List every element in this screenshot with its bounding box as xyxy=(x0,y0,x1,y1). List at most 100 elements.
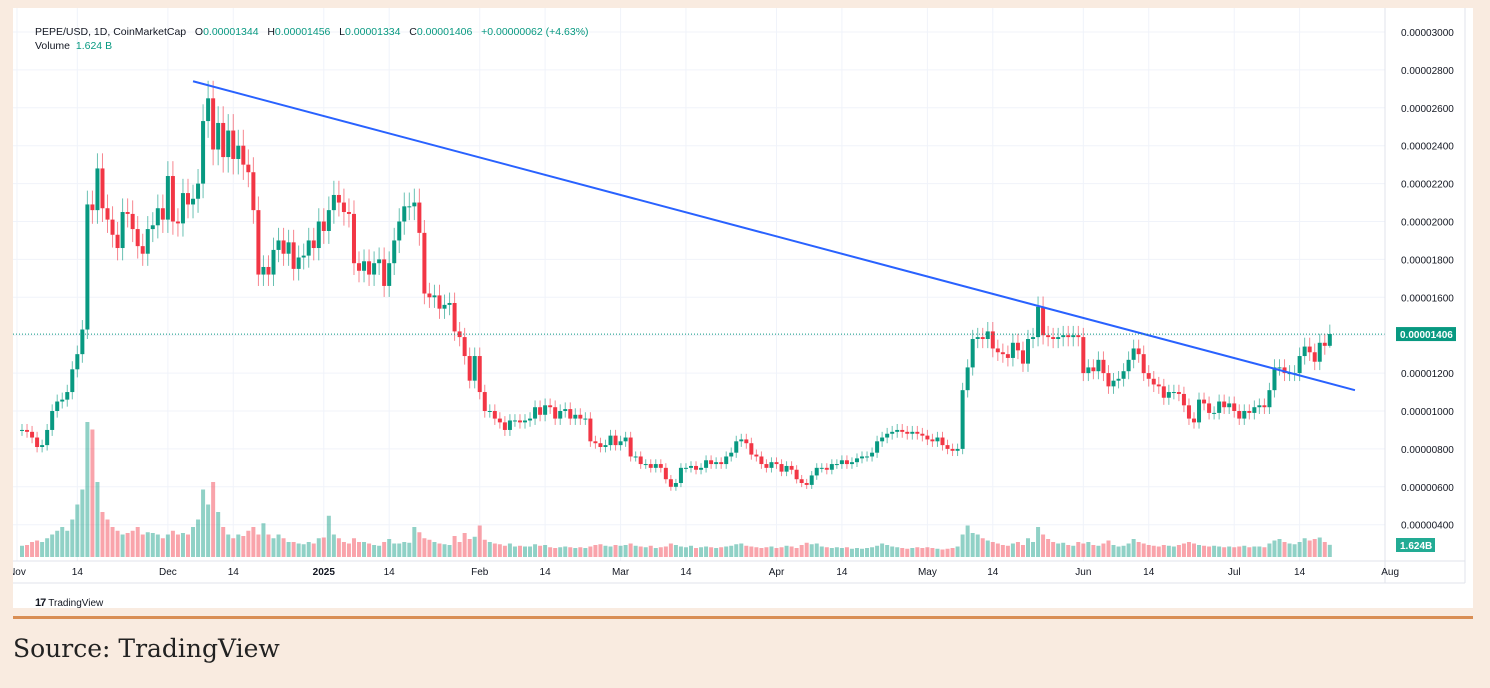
volume-bar xyxy=(65,530,70,557)
volume-bar xyxy=(281,538,286,557)
candle xyxy=(311,240,316,249)
volume-bar xyxy=(910,548,915,557)
tradingview-logo[interactable]: 17 TradingView xyxy=(35,597,103,609)
candle xyxy=(120,212,125,249)
candle xyxy=(860,456,865,459)
candle xyxy=(286,242,291,254)
low-label: L xyxy=(339,26,346,38)
volume-bar xyxy=(1277,539,1282,557)
candlestick-chart[interactable]: 0.00003000 0.00002800 0.00002600 0.00002400… xyxy=(13,8,1473,608)
x-tick-label: 14 xyxy=(1143,567,1155,578)
candle xyxy=(135,229,140,247)
volume-bar xyxy=(1262,547,1267,557)
ohlc-legend: PEPE/USD, 1D, CoinMarketCap O0.00001344 … xyxy=(35,26,589,38)
volume-bar xyxy=(704,546,709,557)
candle xyxy=(145,229,150,254)
candle xyxy=(276,240,281,250)
candle xyxy=(1232,403,1237,411)
candle xyxy=(1297,356,1302,374)
volume-bar xyxy=(271,538,276,557)
volume-bar xyxy=(462,533,467,557)
candle xyxy=(663,467,668,480)
volume-bar xyxy=(316,538,321,557)
candle xyxy=(165,176,170,220)
volume-bar xyxy=(638,546,643,557)
y-tick-label: 0.00001600 xyxy=(1401,293,1454,304)
volume-bar xyxy=(915,547,920,557)
candle xyxy=(739,439,744,442)
candle xyxy=(633,456,638,458)
volume-bar xyxy=(568,547,573,557)
volume-bar xyxy=(1141,543,1146,557)
volume-bar xyxy=(1041,534,1046,557)
candle xyxy=(673,483,678,487)
volume-bar xyxy=(417,532,422,557)
candle xyxy=(1151,378,1156,385)
volume-bar xyxy=(1076,542,1081,557)
candle xyxy=(804,483,809,485)
candle xyxy=(945,445,950,449)
candle xyxy=(150,225,155,230)
x-tick-label: 14 xyxy=(987,567,999,578)
volume-bar xyxy=(965,525,970,557)
volume-bar xyxy=(331,534,336,557)
candle xyxy=(502,422,507,430)
volume-bar xyxy=(1272,540,1277,557)
candle xyxy=(643,464,648,466)
volume-bar xyxy=(110,527,115,557)
candle xyxy=(211,98,216,150)
volume-bar xyxy=(321,537,326,557)
candle xyxy=(1227,403,1232,408)
volume-bar xyxy=(85,422,90,557)
candle xyxy=(688,465,693,468)
volume-bar xyxy=(145,532,150,557)
candle xyxy=(533,407,538,419)
volume-bar xyxy=(226,534,231,557)
volume-bar xyxy=(749,546,754,557)
candle xyxy=(1056,337,1061,339)
candle xyxy=(467,356,472,381)
candle xyxy=(326,210,331,231)
change-value: +0.00000062 (+4.63%) xyxy=(481,26,589,38)
candle xyxy=(1066,335,1071,338)
volume-bar xyxy=(196,519,201,557)
volume-bar xyxy=(311,543,316,557)
volume-bar xyxy=(578,547,583,557)
candle xyxy=(261,266,266,275)
volume-bar xyxy=(251,527,256,557)
volume-bar xyxy=(35,540,40,557)
volume-bar xyxy=(256,534,261,557)
candle xyxy=(779,464,784,472)
candle xyxy=(231,130,236,159)
volume-bar xyxy=(1237,546,1242,557)
volume-bar xyxy=(326,515,331,557)
volume-bar xyxy=(1247,547,1252,557)
volume-bar xyxy=(20,545,24,557)
volume-bar xyxy=(492,543,497,557)
plot-area xyxy=(13,8,1385,561)
candle xyxy=(1046,335,1051,338)
candle xyxy=(367,261,372,275)
volume-bar xyxy=(502,545,507,557)
volume-bar xyxy=(25,545,30,557)
candle xyxy=(528,418,533,421)
candle xyxy=(296,257,301,269)
volume-bar xyxy=(739,543,744,557)
volume-bar xyxy=(744,545,749,557)
candle xyxy=(1161,386,1166,398)
volume-bar xyxy=(206,504,211,557)
candle xyxy=(512,420,517,422)
candle xyxy=(226,130,231,158)
volume-bar xyxy=(75,504,80,557)
y-tick-label: 0.00000600 xyxy=(1401,483,1454,494)
candle xyxy=(623,437,628,442)
x-tick-label: Mar xyxy=(612,567,630,578)
x-tick-label: 14 xyxy=(680,567,692,578)
volume-bar xyxy=(1191,543,1196,557)
volume-bar xyxy=(729,545,734,557)
trendline xyxy=(192,80,1356,392)
volume-bar xyxy=(276,534,281,557)
candle xyxy=(593,441,598,444)
candle xyxy=(155,208,160,226)
candle xyxy=(1242,411,1247,419)
